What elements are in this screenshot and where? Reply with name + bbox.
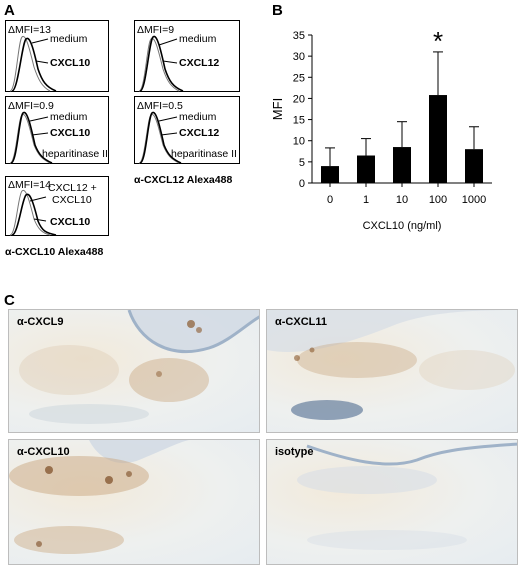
histogram-cxcl12-plus-cxcl10: ΔMFI=14 CXCL12 + CXCL10 CXCL10 xyxy=(5,176,109,236)
y-tick-label: 5 xyxy=(299,157,305,169)
histogram-curves xyxy=(138,111,182,164)
panel-letter-c: C xyxy=(4,292,15,309)
tissue-texture xyxy=(297,442,517,550)
legend-medium: medium xyxy=(179,111,217,123)
legend-cxcl12: CXCL12 xyxy=(179,57,220,69)
x-tick-label: 0 xyxy=(327,194,333,206)
histogram-cxcl10-heparitinase: ΔMFI=0.9 medium CXCL10 heparitinase II xyxy=(5,96,109,164)
micrograph-cxcl9: α-CXCL9 xyxy=(8,309,260,433)
dmfi-label: ΔMFI=0.5 xyxy=(137,100,183,112)
y-tick-label: 0 xyxy=(299,178,305,190)
histogram-curves xyxy=(9,35,57,92)
image-label: α-CXCL11 xyxy=(275,316,327,328)
legend-cxcl10: CXCL10 xyxy=(50,57,91,69)
significance-marker: * xyxy=(433,26,443,56)
dmfi-label: ΔMFI=0.9 xyxy=(8,100,54,112)
tissue-texture xyxy=(267,310,517,420)
dmfi-label: ΔMFI=9 xyxy=(137,24,175,36)
bar xyxy=(321,166,339,183)
histogram-cxcl12-heparitinase: ΔMFI=0.5 medium CXCL12 heparitinase II xyxy=(134,96,240,164)
tissue-texture xyxy=(9,440,189,554)
x-tick-label: 1 xyxy=(363,194,369,206)
histogram-cxcl10: ΔMFI=13 medium CXCL10 xyxy=(5,20,109,92)
dmfi-label: ΔMFI=13 xyxy=(8,24,51,36)
legend-cxcl12-plus: CXCL12 + xyxy=(48,182,97,194)
mfi-bar-chart: 0 5 10 15 20 25 30 35 MFI 0 1 10 100 * 1000 CXCL10 (ng/… xyxy=(270,26,492,232)
y-tick-label: 20 xyxy=(293,93,305,105)
x-tick-label: 100 xyxy=(429,194,447,206)
legend-medium: medium xyxy=(179,33,217,45)
panel-letter-a: A xyxy=(4,2,15,19)
y-tick-label: 15 xyxy=(293,115,305,127)
y-tick-label: 35 xyxy=(293,30,305,42)
image-label: α-CXCL10 xyxy=(17,446,70,458)
legend-cxcl10: CXCL10 xyxy=(50,127,91,139)
heparitinase-note: heparitinase II xyxy=(42,148,108,160)
micrograph-cxcl11: α-CXCL11 xyxy=(266,309,518,433)
image-label: α-CXCL9 xyxy=(17,316,64,328)
legend-cxcl12: CXCL12 xyxy=(179,127,220,139)
histogram-curves xyxy=(9,111,53,164)
y-tick-label: 10 xyxy=(293,136,305,148)
y-tick-label: 25 xyxy=(293,72,305,84)
histogram-cxcl12: ΔMFI=9 medium CXCL12 xyxy=(134,20,240,92)
legend-medium: medium xyxy=(50,33,88,45)
tissue-texture xyxy=(19,310,259,424)
histogram-curves xyxy=(9,189,57,236)
micrograph-cxcl10: α-CXCL10 xyxy=(8,439,260,565)
y-axis-label: MFI xyxy=(270,98,285,120)
legend-medium: medium xyxy=(50,111,88,123)
bar xyxy=(393,147,411,183)
heparitinase-note: heparitinase II xyxy=(171,148,237,160)
caption-cxcl10-alexa488: α-CXCL10 Alexa488 xyxy=(5,246,104,258)
bar xyxy=(465,149,483,183)
legend-cxcl10: CXCL10 xyxy=(50,216,91,228)
legend-cxcl10-combo: CXCL10 xyxy=(52,194,92,206)
micrograph-isotype: isotype xyxy=(266,439,518,565)
panel-letter-b: B xyxy=(272,2,283,19)
bar xyxy=(429,95,447,183)
bar xyxy=(357,155,375,183)
x-axis-label: CXCL10 (ng/ml) xyxy=(363,220,442,232)
caption-cxcl12-alexa488: α-CXCL12 Alexa488 xyxy=(134,174,233,186)
x-tick-label: 1000 xyxy=(462,194,486,206)
image-label: isotype xyxy=(275,446,314,458)
x-tick-label: 10 xyxy=(396,194,408,206)
y-tick-label: 30 xyxy=(293,51,305,63)
histogram-curves xyxy=(138,35,184,92)
dmfi-label: ΔMFI=14 xyxy=(8,179,51,191)
